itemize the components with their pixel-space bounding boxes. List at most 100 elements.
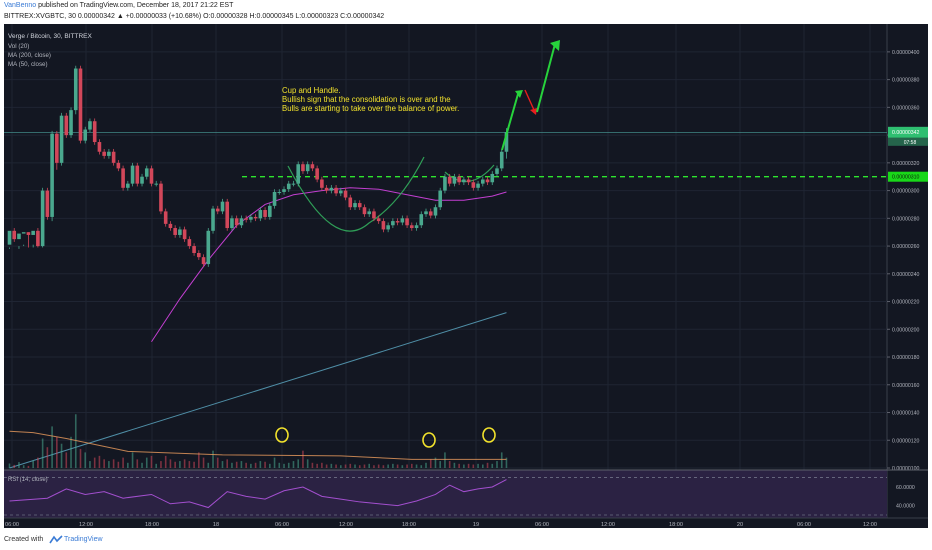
candle	[376, 218, 381, 222]
candle	[301, 164, 305, 172]
candle	[40, 190, 45, 247]
volume-bar	[240, 461, 243, 468]
price-axis	[887, 24, 928, 528]
cup-pattern-curve	[287, 156, 425, 232]
time-axis-label: 06:00	[275, 522, 289, 528]
candle	[64, 115, 69, 136]
candle	[428, 211, 433, 216]
volume-bar	[273, 457, 276, 468]
candle	[135, 165, 140, 184]
candle	[320, 179, 324, 188]
candle	[495, 168, 499, 174]
countdown-tag	[888, 137, 928, 146]
volume-bar	[278, 462, 281, 468]
candle	[296, 164, 301, 184]
projection-arrow-up-1	[501, 93, 519, 151]
candle	[215, 208, 220, 212]
volume-bar	[169, 459, 172, 468]
candle	[111, 151, 116, 163]
candle	[504, 132, 509, 152]
candle	[144, 168, 149, 177]
candle	[36, 230, 40, 247]
candle	[253, 216, 258, 219]
candle	[471, 182, 476, 188]
chart-canvas[interactable]: 0.000004000.000003800.000003600.00000340…	[4, 24, 928, 528]
volume-bar	[122, 457, 124, 468]
candle	[201, 257, 206, 265]
candle	[310, 164, 315, 169]
volume-bar	[179, 461, 181, 468]
volume-bar	[482, 464, 484, 468]
time-axis-label: 18	[213, 522, 219, 528]
candle	[291, 183, 296, 185]
candle	[130, 165, 135, 184]
volume-bar	[32, 460, 34, 468]
volume-bar	[79, 448, 82, 468]
candle	[315, 168, 319, 180]
candle	[438, 190, 443, 208]
volume-bar	[141, 462, 143, 468]
candle	[178, 229, 182, 235]
candle	[59, 115, 64, 163]
candle	[97, 142, 102, 152]
volume-bar	[472, 464, 475, 468]
candle	[21, 232, 26, 234]
candle	[83, 129, 88, 141]
chart-area[interactable]: 0.000004000.000003800.000003600.00000340…	[4, 24, 928, 528]
candle	[381, 221, 386, 230]
candle	[258, 210, 263, 219]
candle	[357, 203, 362, 208]
time-axis-label: 06:00	[797, 522, 811, 528]
volume-bar	[363, 464, 366, 468]
volume-bar	[297, 459, 300, 468]
tradingview-link[interactable]: TradingView	[64, 536, 103, 543]
volume-bar	[127, 462, 129, 468]
volume-bar	[112, 459, 115, 468]
candle	[268, 205, 272, 217]
time-axis-label: 06:00	[535, 522, 549, 528]
candle	[197, 253, 201, 258]
price-axis-label: 0.00000300	[892, 189, 920, 195]
rsi-panel	[4, 470, 887, 518]
last-price-tag-text: 0.00000342	[892, 130, 920, 136]
volume-bar	[491, 463, 494, 468]
candle	[490, 173, 495, 183]
price-axis-label: 0.00000380	[892, 78, 920, 84]
volume-bar	[212, 450, 214, 468]
volume-highlight-circle	[422, 432, 436, 448]
volume-bar	[330, 463, 333, 468]
volume-bar	[368, 463, 371, 468]
candle	[386, 225, 390, 230]
candle	[334, 187, 338, 194]
volume-bar	[207, 462, 210, 468]
candle	[163, 211, 168, 224]
rsi-line	[9, 479, 507, 509]
candle	[282, 189, 286, 192]
tradingview-logo-icon	[49, 535, 63, 544]
volume-bar	[89, 461, 91, 468]
author-link[interactable]: VanBenno	[4, 2, 37, 9]
volume-bar	[302, 450, 304, 468]
last-price-tag	[888, 126, 928, 138]
candle	[410, 225, 414, 229]
candle	[405, 218, 409, 226]
volume-bar	[264, 461, 266, 468]
volume-bar	[56, 436, 58, 468]
projection-arrow-up-2	[536, 43, 556, 113]
candle	[7, 230, 12, 245]
volume-bar	[37, 457, 39, 468]
volume-bar	[287, 462, 290, 468]
candle	[277, 191, 282, 193]
volume-bar	[51, 426, 53, 468]
annotation-text: Bullish sign that the consolidation is o…	[282, 95, 451, 104]
candle	[372, 211, 376, 219]
candle	[116, 162, 121, 169]
price-axis-label: 0.00000100	[892, 466, 920, 472]
volume-bar	[183, 459, 186, 468]
volume-bar	[193, 461, 195, 468]
candle	[121, 168, 125, 188]
candle	[353, 203, 357, 208]
volume-bar	[500, 452, 503, 468]
candle	[244, 218, 248, 220]
candle	[343, 190, 348, 198]
